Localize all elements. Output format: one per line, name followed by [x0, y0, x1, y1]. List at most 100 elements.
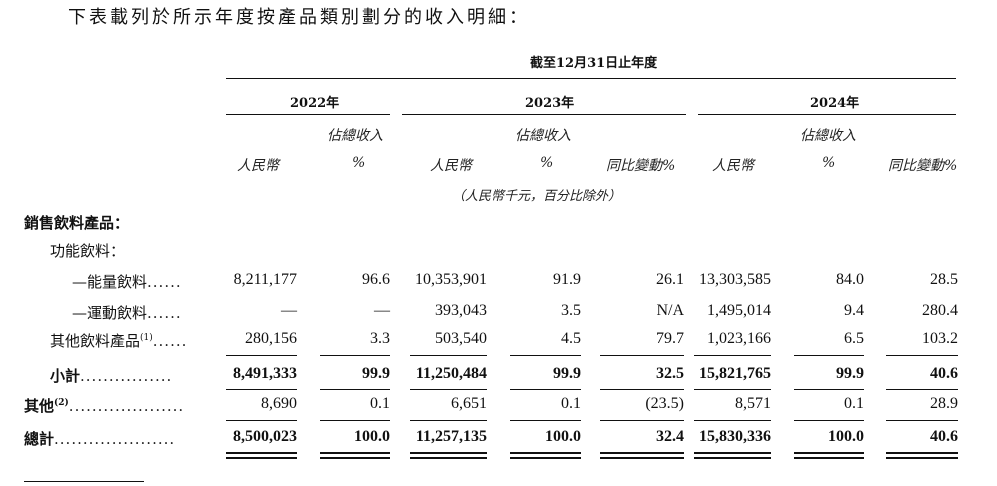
table-cell: 8,690 — [261, 395, 297, 412]
pct-2023: % — [540, 155, 554, 171]
table-cell: 100.0 — [828, 428, 864, 445]
table-cell: 3.3 — [370, 330, 390, 347]
group-title: 功能飲料： — [50, 242, 126, 260]
table-cell: 0.1 — [561, 395, 581, 412]
table-cell: 8,211,177 — [233, 271, 297, 288]
rmb-2023: 人民幣 — [430, 158, 472, 174]
table-cell: 1,023,166 — [707, 330, 771, 347]
row-label-total: 總計..................... — [24, 430, 176, 448]
yoy-2023: 同比變動% — [606, 158, 676, 174]
total-top-rule — [410, 420, 487, 421]
table-cell: 4.5 — [561, 330, 581, 347]
total-double-rule-top — [510, 452, 581, 454]
pct-total-2022: 佔總收入 — [327, 128, 383, 144]
table-cell: 100.0 — [545, 428, 581, 445]
table-cell: 280.4 — [922, 302, 958, 319]
total-top-rule — [600, 420, 684, 421]
table-cell: 6,651 — [451, 395, 487, 412]
table-cell: 40.6 — [930, 428, 958, 445]
section-title: 銷售飲料產品： — [24, 214, 130, 232]
table-cell: 79.7 — [656, 330, 684, 347]
table-cell: — — [374, 302, 390, 319]
table-cell: 393,043 — [435, 302, 487, 319]
total-double-rule-bottom — [510, 457, 581, 459]
table-cell: 280,156 — [245, 330, 297, 347]
table-cell: 28.9 — [930, 395, 958, 412]
subtotal-bottom-rule — [226, 389, 297, 390]
table-cell: 503,540 — [435, 330, 487, 347]
total-double-rule-top — [226, 452, 297, 454]
table-cell: — — [281, 302, 297, 319]
table-cell: 1,495,014 — [707, 302, 771, 319]
total-top-rule — [694, 420, 771, 421]
subtotal-top-rule — [886, 355, 958, 356]
total-double-rule-top — [600, 452, 684, 454]
total-double-rule-top — [694, 452, 771, 454]
table-cell: 0.1 — [844, 395, 864, 412]
subtotal-top-rule — [510, 355, 581, 356]
table-cell: 8,571 — [735, 395, 771, 412]
year-2024: 2024年 — [810, 96, 860, 111]
table-cell: 13,303,585 — [699, 271, 771, 288]
year-2022-rule — [226, 114, 390, 115]
footnote-rule — [24, 481, 144, 482]
subtotal-top-rule — [320, 355, 390, 356]
table-cell: 6.5 — [844, 330, 864, 347]
table-cell: N/A — [656, 302, 684, 319]
table-cell: 26.1 — [656, 271, 684, 288]
year-2023: 2023年 — [525, 96, 575, 111]
table-cell: 8,500,023 — [233, 428, 297, 445]
total-top-rule — [886, 420, 958, 421]
table-cell: 15,830,336 — [699, 428, 771, 445]
total-double-rule-top — [410, 452, 487, 454]
table-cell: 100.0 — [354, 428, 390, 445]
unit-note: （人民幣千元，百分比除外） — [452, 189, 622, 204]
subtotal-bottom-rule — [794, 389, 864, 390]
table-cell: 84.0 — [836, 271, 864, 288]
table-cell: 40.6 — [930, 365, 958, 382]
rmb-2024: 人民幣 — [712, 158, 754, 174]
table-cell: 0.1 — [370, 395, 390, 412]
total-double-rule-bottom — [694, 457, 771, 459]
row-label-sports: —運動飲料...... — [72, 304, 182, 322]
total-double-rule-bottom — [410, 457, 487, 459]
subtotal-top-rule — [410, 355, 487, 356]
total-double-rule-bottom — [886, 457, 958, 459]
total-double-rule-top — [320, 452, 390, 454]
row-label-other-beverages: 其他飲料產品(1)...... — [50, 332, 188, 350]
period-header: 截至12月31日止年度 — [530, 56, 658, 71]
total-top-rule — [794, 420, 864, 421]
subtotal-bottom-rule — [886, 389, 958, 390]
subtotal-top-rule — [226, 355, 297, 356]
row-label-others: 其他(2).................... — [24, 397, 185, 415]
table-cell: 15,821,765 — [699, 365, 771, 382]
subtotal-bottom-rule — [410, 389, 487, 390]
total-top-rule — [320, 420, 390, 421]
table-cell: 32.4 — [656, 428, 684, 445]
total-double-rule-bottom — [320, 457, 390, 459]
subtotal-bottom-rule — [600, 389, 684, 390]
table-cell: 32.5 — [656, 365, 684, 382]
table-cell: 99.9 — [553, 365, 581, 382]
table-cell: 11,250,484 — [415, 365, 487, 382]
total-top-rule — [510, 420, 581, 421]
pct-total-2024: 佔總收入 — [800, 128, 856, 144]
subtotal-top-rule — [794, 355, 864, 356]
row-label-subtotal: 小計................ — [50, 367, 173, 385]
table-cell: 3.5 — [561, 302, 581, 319]
pct-2022: % — [352, 155, 366, 171]
table-cell: 96.6 — [362, 271, 390, 288]
subtotal-top-rule — [694, 355, 771, 356]
subtotal-top-rule — [600, 355, 684, 356]
total-double-rule-bottom — [794, 457, 864, 459]
table-cell: 9.4 — [844, 302, 864, 319]
yoy-2024: 同比變動% — [888, 158, 958, 174]
table-cell: 28.5 — [930, 271, 958, 288]
subtotal-bottom-rule — [510, 389, 581, 390]
period-rule — [226, 78, 956, 79]
total-double-rule-bottom — [226, 457, 297, 459]
row-label-energy: —能量飲料...... — [72, 273, 182, 291]
table-cell: 103.2 — [922, 330, 958, 347]
table-cell: 10,353,901 — [415, 271, 487, 288]
table-cell: 99.9 — [362, 365, 390, 382]
